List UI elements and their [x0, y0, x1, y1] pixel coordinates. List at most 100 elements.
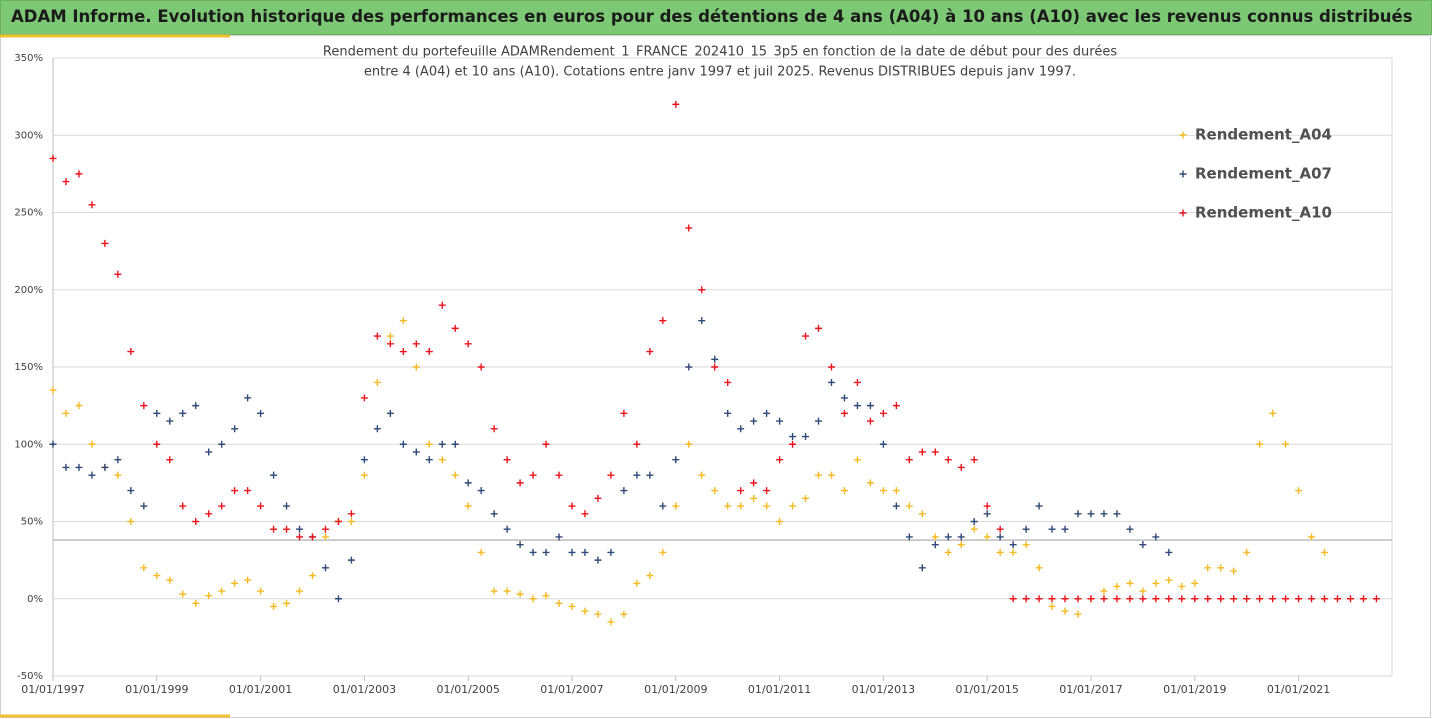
- point: [802, 332, 810, 340]
- point: [1074, 595, 1082, 603]
- point: [438, 440, 446, 448]
- point: [1048, 595, 1056, 603]
- point: [270, 602, 278, 610]
- point: [1035, 564, 1043, 572]
- point: [1087, 595, 1095, 603]
- point: [1256, 440, 1264, 448]
- point: [1165, 595, 1173, 603]
- point: [477, 363, 485, 371]
- point: [451, 440, 459, 448]
- point: [101, 239, 109, 247]
- point: [711, 487, 719, 495]
- point: [1035, 595, 1043, 603]
- point: [1165, 548, 1173, 556]
- point: [153, 572, 161, 580]
- point: [127, 487, 135, 495]
- point: [1152, 595, 1160, 603]
- point: [659, 317, 667, 325]
- point: [996, 548, 1004, 556]
- point: [1191, 595, 1199, 603]
- point: [75, 463, 83, 471]
- point: [1243, 548, 1251, 556]
- point: [996, 525, 1004, 533]
- point: [944, 456, 952, 464]
- point: [1295, 487, 1303, 495]
- point: [49, 440, 57, 448]
- point: [257, 502, 265, 510]
- point: [1100, 595, 1108, 603]
- point: [438, 456, 446, 464]
- point: [1230, 567, 1238, 575]
- point: [970, 525, 978, 533]
- point: [321, 525, 329, 533]
- y-tick-label: 200%: [14, 285, 43, 296]
- point: [373, 425, 381, 433]
- point: [205, 592, 213, 600]
- point: [218, 587, 226, 595]
- point: [166, 576, 174, 584]
- point: [490, 425, 498, 433]
- y-tick-label: 350%: [14, 53, 43, 64]
- point: [1061, 607, 1069, 615]
- point: [944, 548, 952, 556]
- point: [1204, 564, 1212, 572]
- point: [892, 502, 900, 510]
- point: [179, 590, 187, 598]
- point: [542, 548, 550, 556]
- point: [750, 479, 758, 487]
- point: [853, 456, 861, 464]
- point: [776, 417, 784, 425]
- point: [62, 178, 70, 186]
- point: [477, 487, 485, 495]
- point: [88, 201, 96, 209]
- point: [127, 348, 135, 356]
- point: [334, 518, 342, 525]
- point: [724, 409, 732, 417]
- point: [1087, 510, 1095, 518]
- point: [711, 355, 719, 363]
- legend-marker: [1179, 209, 1187, 217]
- point: [399, 440, 407, 448]
- point: [1372, 595, 1380, 603]
- point: [1126, 595, 1134, 603]
- point: [244, 487, 252, 495]
- x-tick-label: 01/01/2017: [1059, 683, 1122, 696]
- point: [464, 340, 472, 348]
- y-tick-label: 250%: [14, 208, 43, 219]
- point: [516, 590, 524, 598]
- point: [464, 502, 472, 510]
- point: [503, 587, 511, 595]
- point: [231, 579, 239, 587]
- point: [438, 301, 446, 309]
- point: [737, 425, 745, 433]
- point: [451, 471, 459, 479]
- point: [1152, 533, 1160, 541]
- point: [503, 456, 511, 464]
- point: [802, 433, 810, 441]
- point: [231, 425, 239, 433]
- point: [347, 556, 355, 564]
- point: [931, 533, 939, 541]
- point: [789, 433, 797, 441]
- point: [529, 548, 537, 556]
- point: [373, 378, 381, 386]
- y-tick-label: -50%: [17, 671, 43, 682]
- point: [1022, 525, 1030, 533]
- point: [672, 502, 680, 510]
- point: [970, 456, 978, 464]
- point: [983, 533, 991, 541]
- y-tick-label: 150%: [14, 362, 43, 373]
- point: [1359, 595, 1367, 603]
- point: [140, 564, 148, 572]
- point: [1230, 595, 1238, 603]
- point: [75, 170, 83, 178]
- point: [425, 440, 433, 448]
- point: [1321, 548, 1329, 556]
- point: [399, 348, 407, 356]
- point: [685, 224, 693, 232]
- point: [1048, 602, 1056, 610]
- point: [296, 533, 304, 541]
- point: [1295, 595, 1303, 603]
